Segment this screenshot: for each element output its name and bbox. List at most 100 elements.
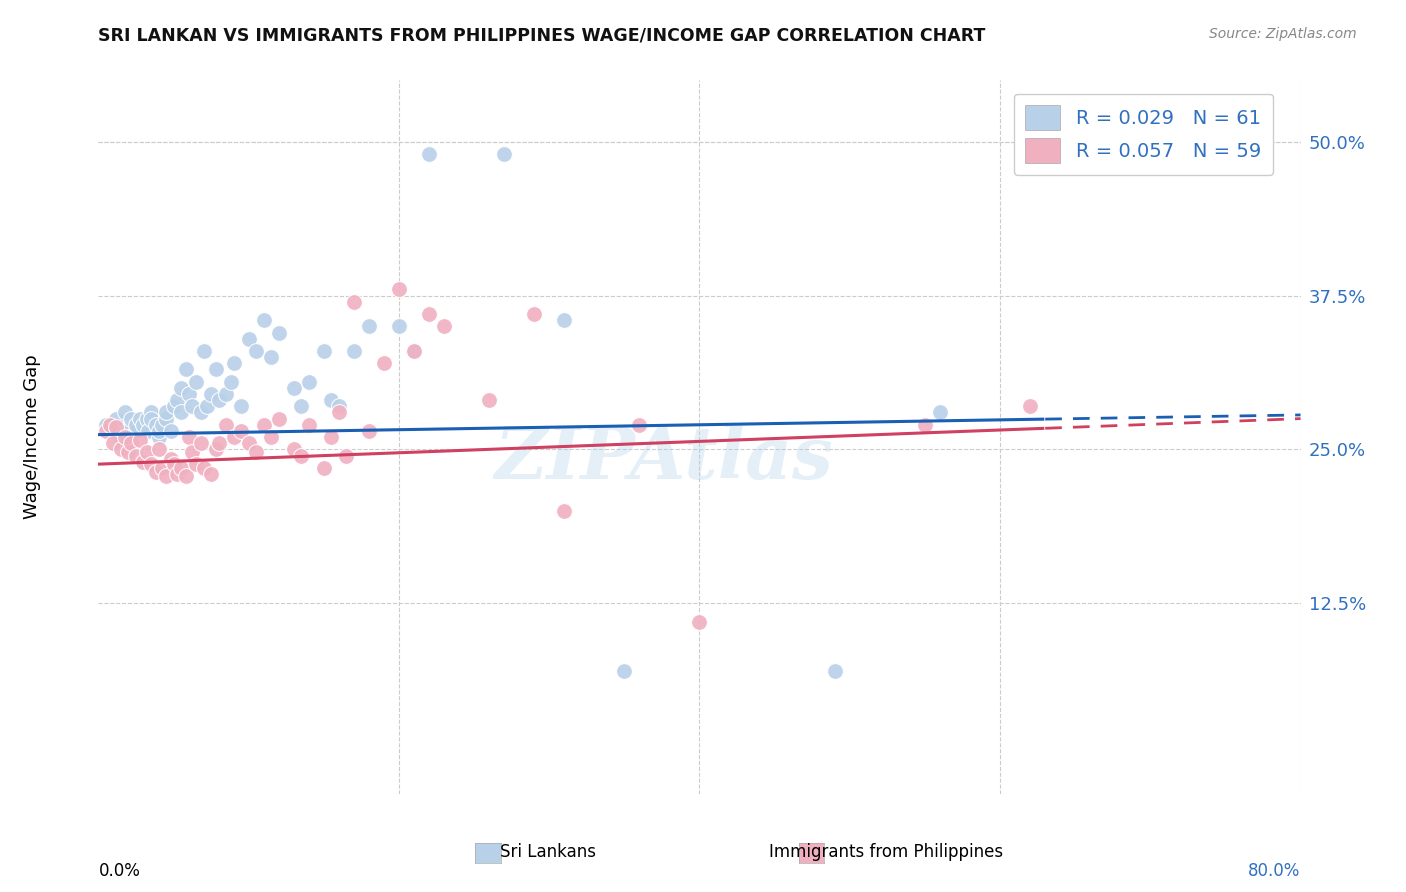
Point <box>129 433 152 447</box>
Point <box>433 319 456 334</box>
Point <box>328 400 350 414</box>
Point <box>494 147 516 161</box>
Point <box>343 343 366 358</box>
Point <box>184 457 207 471</box>
Point <box>200 467 222 481</box>
Point <box>159 452 181 467</box>
Point <box>139 457 162 471</box>
Point <box>125 417 148 432</box>
Point <box>150 417 173 432</box>
Point <box>914 417 936 432</box>
Point <box>136 424 159 438</box>
Point <box>155 411 177 425</box>
Point <box>222 430 245 444</box>
Point <box>357 424 380 438</box>
Point <box>114 405 136 419</box>
Point <box>193 460 215 475</box>
Point <box>105 411 128 425</box>
Point <box>159 424 181 438</box>
Point <box>402 343 425 358</box>
Point <box>148 430 170 444</box>
Point <box>1019 400 1042 414</box>
Text: SRI LANKAN VS IMMIGRANTS FROM PHILIPPINES WAGE/INCOME GAP CORRELATION CHART: SRI LANKAN VS IMMIGRANTS FROM PHILIPPINE… <box>98 27 986 45</box>
Point <box>298 375 321 389</box>
Point <box>94 424 117 438</box>
Point <box>267 326 290 340</box>
Point <box>321 393 343 408</box>
Point <box>267 411 290 425</box>
Point <box>148 442 170 457</box>
Point <box>125 424 148 438</box>
Point <box>689 615 711 629</box>
Point <box>328 405 350 419</box>
Point <box>117 424 139 438</box>
Point <box>343 294 366 309</box>
Legend: R = 0.029   N = 61, R = 0.057   N = 59: R = 0.029 N = 61, R = 0.057 N = 59 <box>1014 94 1272 175</box>
Point <box>148 424 170 438</box>
Point <box>238 436 260 450</box>
Point <box>105 420 128 434</box>
Text: Source: ZipAtlas.com: Source: ZipAtlas.com <box>1209 27 1357 41</box>
Point <box>253 313 276 327</box>
Point <box>215 417 238 432</box>
Point <box>290 400 312 414</box>
Point <box>418 307 440 321</box>
Point <box>208 393 231 408</box>
Text: Immigrants from Philippines: Immigrants from Philippines <box>769 843 1002 861</box>
Point <box>628 417 651 432</box>
Point <box>150 460 173 475</box>
Point <box>94 417 117 432</box>
Point <box>553 313 575 327</box>
Point <box>103 424 125 438</box>
Point <box>219 375 242 389</box>
Point <box>478 393 501 408</box>
Point <box>170 405 193 419</box>
Point <box>110 430 132 444</box>
Text: 0.0%: 0.0% <box>98 862 141 880</box>
Point <box>283 381 305 395</box>
Point <box>222 356 245 370</box>
Point <box>321 430 343 444</box>
Point <box>523 307 546 321</box>
Point <box>135 445 157 459</box>
Point <box>170 460 193 475</box>
Text: ZIPAtlas: ZIPAtlas <box>494 423 832 494</box>
Point <box>145 417 167 432</box>
Point <box>162 400 184 414</box>
Point <box>402 343 425 358</box>
Point <box>190 405 212 419</box>
Point <box>312 343 335 358</box>
Point <box>170 381 193 395</box>
Point <box>260 350 283 364</box>
Point <box>388 282 411 296</box>
Point <box>184 375 207 389</box>
Point <box>132 417 155 432</box>
Point <box>195 400 218 414</box>
Point <box>200 387 222 401</box>
Point <box>110 442 132 457</box>
Point <box>139 411 162 425</box>
Point <box>335 449 357 463</box>
Text: Wage/Income Gap: Wage/Income Gap <box>24 355 41 519</box>
Point <box>114 430 136 444</box>
Point <box>129 411 152 425</box>
Text: Sri Lankans: Sri Lankans <box>501 843 596 861</box>
Point <box>418 147 440 161</box>
Point <box>312 460 335 475</box>
Point <box>373 356 395 370</box>
Point <box>135 411 157 425</box>
Point <box>824 664 846 678</box>
Point <box>180 400 202 414</box>
Point <box>245 445 267 459</box>
Point <box>100 417 122 432</box>
Point <box>174 362 197 376</box>
Point <box>215 387 238 401</box>
Point <box>208 436 231 450</box>
Point <box>231 400 253 414</box>
Point <box>155 405 177 419</box>
Point <box>103 436 125 450</box>
Point <box>121 411 143 425</box>
Point <box>553 504 575 518</box>
Point <box>166 467 188 481</box>
Point <box>166 393 188 408</box>
